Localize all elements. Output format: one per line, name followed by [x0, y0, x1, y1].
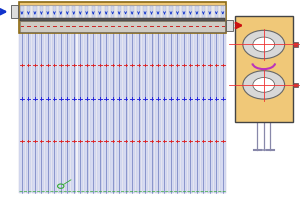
Bar — [215, 6, 218, 19]
Bar — [181, 33, 187, 193]
Bar — [71, 33, 76, 193]
Bar — [235, 16, 293, 122]
Bar — [293, 83, 298, 87]
Bar — [58, 33, 64, 193]
Bar — [19, 2, 226, 33]
Bar — [156, 6, 160, 19]
Bar — [20, 21, 225, 32]
Bar — [85, 6, 88, 19]
Bar — [46, 6, 50, 19]
Circle shape — [253, 78, 274, 92]
Bar — [155, 33, 161, 193]
Bar — [130, 6, 134, 19]
Bar — [39, 33, 44, 193]
Bar — [53, 6, 56, 19]
Bar — [40, 6, 43, 19]
Bar — [116, 33, 122, 193]
Bar — [163, 6, 166, 19]
Bar — [202, 6, 205, 19]
Bar — [150, 6, 153, 19]
Bar — [124, 6, 127, 19]
Bar — [52, 33, 57, 193]
Bar — [136, 33, 141, 193]
Bar — [189, 6, 192, 19]
Bar — [169, 6, 172, 19]
Bar — [175, 33, 180, 193]
Bar — [11, 5, 18, 18]
Bar — [33, 6, 37, 19]
Circle shape — [243, 30, 285, 59]
Bar — [84, 33, 89, 193]
Bar — [226, 20, 233, 31]
Bar — [293, 42, 298, 47]
Bar — [137, 6, 140, 19]
Bar — [188, 33, 193, 193]
Bar — [32, 33, 38, 193]
Bar — [142, 33, 148, 193]
Bar — [208, 6, 212, 19]
Bar — [176, 6, 179, 19]
Bar — [195, 6, 199, 19]
Bar — [91, 33, 96, 193]
Bar — [207, 33, 213, 193]
Bar — [168, 33, 174, 193]
Bar — [111, 6, 114, 19]
Bar — [105, 6, 108, 19]
Bar — [201, 33, 206, 193]
Bar — [20, 5, 225, 19]
Bar — [220, 33, 226, 193]
Bar — [59, 6, 62, 19]
Bar — [221, 6, 224, 19]
Bar — [20, 18, 225, 21]
Bar — [20, 6, 24, 19]
Bar — [64, 33, 70, 193]
Bar — [118, 6, 121, 19]
Bar — [72, 6, 75, 19]
Bar — [92, 6, 95, 19]
Bar — [103, 33, 109, 193]
Bar — [27, 6, 30, 19]
Bar — [194, 33, 200, 193]
Bar — [143, 6, 147, 19]
Bar — [162, 33, 167, 193]
Bar — [149, 33, 154, 193]
Bar — [97, 33, 102, 193]
Bar — [26, 33, 31, 193]
Bar — [182, 6, 186, 19]
Bar — [129, 33, 135, 193]
Bar — [19, 33, 25, 193]
Circle shape — [243, 71, 285, 99]
Bar — [98, 6, 101, 19]
Circle shape — [253, 37, 274, 52]
Bar — [123, 33, 128, 193]
Bar — [79, 6, 82, 19]
Bar — [66, 6, 69, 19]
Bar — [110, 33, 116, 193]
Bar — [77, 33, 83, 193]
Bar — [45, 33, 51, 193]
Bar — [214, 33, 219, 193]
